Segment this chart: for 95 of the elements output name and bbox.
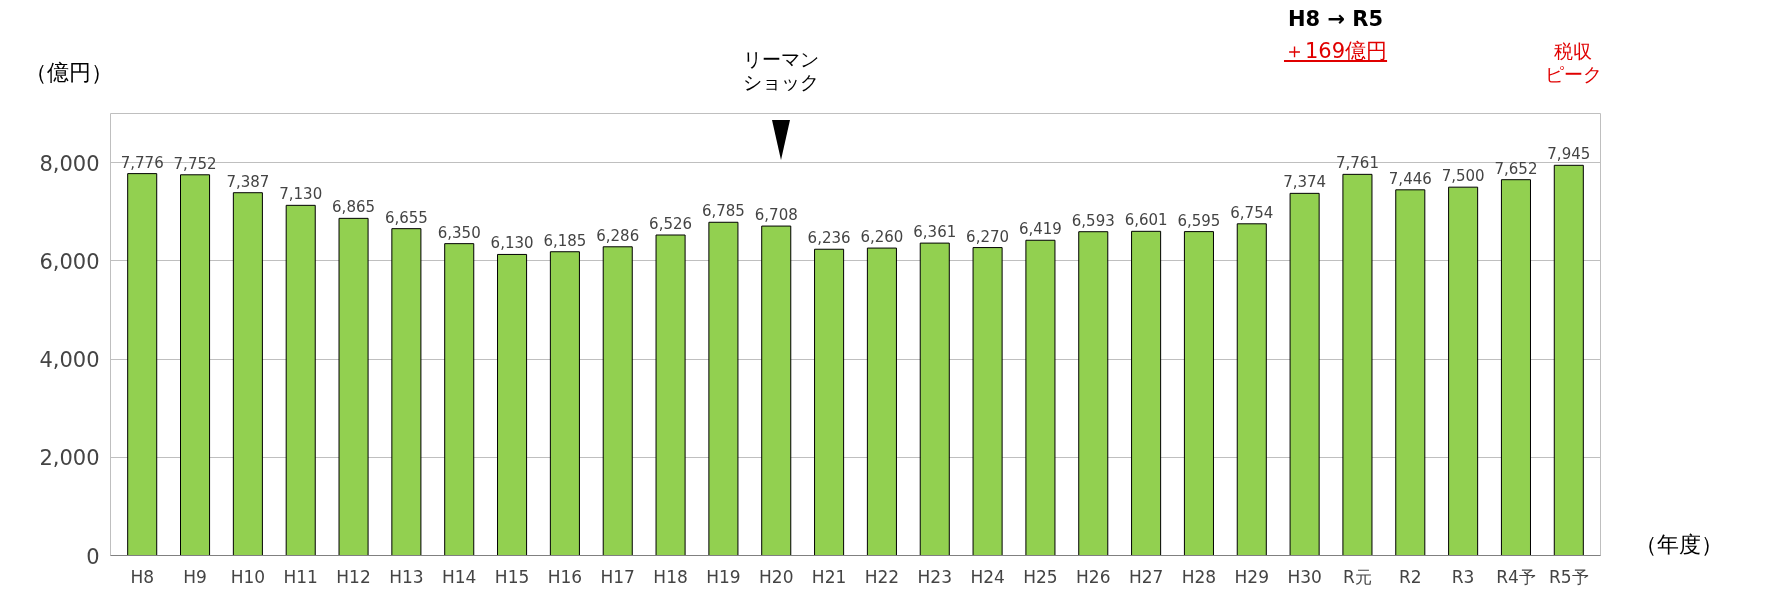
bar (497, 253, 528, 556)
x-tick-label: H20 (759, 566, 794, 587)
data-label: 7,945 (1547, 145, 1591, 164)
x-tick-label: H21 (811, 566, 847, 587)
bar (602, 246, 633, 556)
data-label: 7,130 (279, 185, 323, 204)
x-axis-title: （年度） (1635, 532, 1723, 559)
x-tick-label: H14 (442, 566, 477, 587)
data-label: 6,595 (1177, 211, 1221, 230)
bar (549, 251, 580, 556)
data-label: 6,270 (966, 227, 1010, 246)
y-tick-label: 4,000 (39, 348, 100, 373)
data-label: 6,593 (1071, 211, 1115, 230)
text: リーマンショック (741, 48, 820, 94)
data-label: 6,236 (807, 229, 851, 248)
y-tick-label: 6,000 (39, 249, 100, 274)
x-tick-label: H23 (917, 566, 952, 587)
data-label: 6,655 (384, 208, 428, 227)
bar (127, 173, 158, 556)
data-label: 7,776 (120, 153, 164, 172)
x-tick-label: H24 (970, 566, 1005, 587)
bar (444, 243, 475, 556)
x-tick-label: R5予 (1548, 566, 1589, 587)
bar (1342, 173, 1373, 556)
bar (814, 248, 845, 556)
x-tick-label: R3 (1451, 566, 1475, 587)
x-tick-label: H18 (653, 566, 688, 587)
x-tick-label: R4予 (1496, 566, 1536, 587)
x-tick-label: H9 (183, 566, 207, 587)
bar (1289, 192, 1320, 556)
x-tick-label: H15 (494, 566, 530, 587)
data-label: 7,652 (1494, 159, 1538, 178)
bar (1395, 189, 1426, 556)
x-tick-label: H12 (336, 566, 371, 587)
data-label: 6,708 (754, 206, 798, 225)
data-label: 6,419 (1018, 220, 1062, 239)
data-label: 6,185 (543, 231, 587, 250)
data-label: 7,500 (1441, 167, 1485, 186)
data-label: 6,754 (1230, 203, 1274, 222)
x-tick-label: H8 (130, 566, 155, 587)
bar (391, 228, 422, 556)
bar (1025, 239, 1056, 556)
x-tick-label: H10 (230, 566, 266, 587)
text: 税収ピーク (1543, 40, 1603, 86)
bar (655, 234, 686, 556)
x-tick-label: H17 (600, 566, 635, 587)
x-tick-label: H16 (547, 566, 583, 587)
bar (761, 225, 792, 556)
bar (1078, 231, 1109, 556)
y-axis-title: （億円） (25, 60, 113, 87)
x-tick-label: H27 (1128, 566, 1164, 587)
bar (1131, 230, 1162, 556)
bar (1448, 186, 1479, 556)
y-tick-label: 8,000 (39, 151, 100, 176)
text: H8 → R5 (1287, 7, 1384, 33)
bar (232, 192, 263, 556)
bar (1500, 179, 1531, 556)
x-tick-label: H11 (283, 566, 318, 587)
x-tick-label: H13 (389, 566, 424, 587)
data-label: 6,361 (913, 223, 957, 242)
x-tick-label: H28 (1181, 566, 1217, 587)
x-tick-label: H19 (706, 566, 741, 587)
bar (1236, 223, 1267, 556)
bar (338, 217, 369, 556)
data-label: 6,601 (1124, 211, 1168, 230)
data-label: 7,387 (226, 172, 270, 191)
data-label: 7,374 (1283, 173, 1327, 192)
text: ＋169億円 (1283, 39, 1388, 65)
bar (180, 174, 211, 556)
x-tick-label: H25 (1023, 566, 1058, 587)
x-tick-label: H22 (864, 566, 900, 587)
y-tick-label: 2,000 (39, 446, 100, 471)
data-label: 6,260 (860, 228, 904, 247)
bar (1183, 231, 1214, 556)
x-tick-label: H30 (1287, 566, 1322, 587)
bar (866, 247, 897, 556)
y-tick-label: 0 (86, 544, 100, 569)
data-label: 6,130 (490, 234, 534, 253)
x-tick-label: H29 (1234, 566, 1269, 587)
data-label: 6,286 (596, 226, 640, 245)
bar (972, 247, 1003, 556)
bar (1553, 164, 1584, 556)
data-label: 6,350 (437, 223, 481, 242)
data-label: 6,785 (701, 202, 745, 221)
data-label: 6,526 (649, 215, 693, 233)
data-label: 7,761 (1335, 154, 1379, 173)
x-tick-label: R元 (1343, 566, 1372, 587)
bar (708, 221, 739, 556)
data-label: 7,752 (173, 154, 217, 173)
x-tick-label: R2 (1398, 566, 1422, 587)
bar (285, 204, 316, 556)
bar (919, 242, 950, 556)
data-label: 6,865 (332, 198, 376, 217)
data-label: 7,446 (1388, 169, 1432, 188)
x-tick-label: H26 (1076, 566, 1111, 587)
